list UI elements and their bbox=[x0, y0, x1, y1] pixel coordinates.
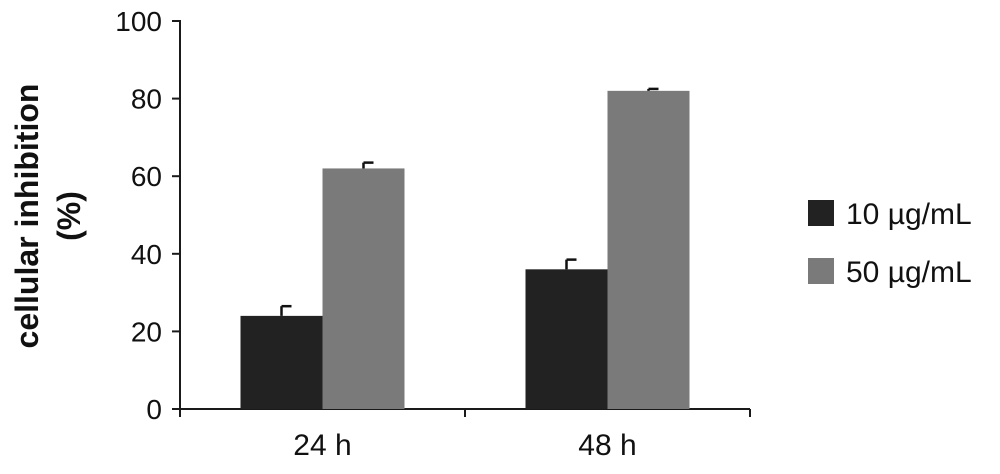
y-axis-title: cellular inhibition (%) bbox=[9, 84, 87, 349]
x-tick-label: 24 h bbox=[293, 429, 351, 462]
y-tick-label: 100 bbox=[115, 6, 162, 37]
legend-swatch bbox=[808, 258, 834, 284]
legend-label: 10 µg/mL bbox=[846, 198, 972, 231]
legend-label: 50 µg/mL bbox=[846, 256, 972, 289]
bar-series-1-1 bbox=[240, 315, 323, 409]
x-tick-label: 48 h bbox=[578, 429, 636, 462]
y-tick-label: 80 bbox=[131, 84, 162, 115]
bar-series-2-2 bbox=[607, 90, 690, 409]
bars bbox=[240, 87, 690, 409]
y-tick-label: 20 bbox=[131, 316, 162, 347]
y-axis-title-line-2: (%) bbox=[51, 191, 87, 241]
bar-series-1-2 bbox=[525, 269, 608, 409]
legend: 10 µg/mL 50 µg/mL bbox=[808, 198, 972, 289]
y-axis-title-line-1: cellular inhibition bbox=[9, 84, 45, 349]
y-tick-label: 0 bbox=[146, 394, 162, 425]
legend-swatch bbox=[808, 200, 834, 226]
bar-series-2-1 bbox=[322, 168, 405, 409]
y-tick-label: 40 bbox=[131, 239, 162, 270]
x-tick-labels: 24 h 48 h bbox=[179, 409, 751, 462]
y-ticks: 0 20 40 60 80 100 bbox=[115, 6, 180, 425]
y-tick-label: 60 bbox=[131, 161, 162, 192]
